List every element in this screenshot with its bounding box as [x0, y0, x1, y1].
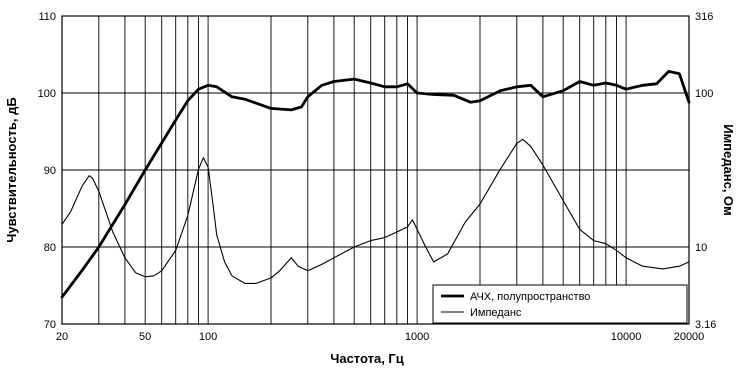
legend: АЧХ, полупространство Импеданс: [432, 284, 688, 324]
y2-axis-title: Импеданс, Ом: [721, 124, 736, 216]
tick-labels: 20 50 100 1000 10000 20000 70 80 90 100 110 3.16 10 1…: [38, 11, 717, 343]
y2-tick-label: 316: [695, 11, 713, 23]
y2-tick-label: 100: [695, 88, 713, 100]
grid-lines: [62, 16, 689, 324]
frequency-response-line: [60, 70, 691, 299]
plot-frame: [61, 15, 690, 325]
x-tick-label: 20: [56, 331, 68, 343]
y2-tick-label: 3.16: [695, 319, 716, 331]
x-tick-label: 50: [139, 331, 151, 343]
x-tick-label: 100: [199, 331, 217, 343]
x-tick-label: 10000: [611, 331, 642, 343]
y2-tick-label: 10: [695, 242, 707, 254]
series-lines: [60, 70, 691, 299]
legend-label-impedance: Импеданс: [470, 307, 522, 319]
y-tick-label: 110: [38, 11, 56, 23]
legend-label-frequency-response: АЧХ, полупространство: [470, 291, 590, 303]
x-tick-label: 20000: [674, 331, 705, 343]
y-tick-label: 70: [44, 319, 56, 331]
y-tick-label: 80: [44, 242, 56, 254]
y-tick-label: 90: [44, 165, 56, 177]
y-axis-title: Чувствительность, дБ: [4, 97, 19, 243]
impedance-line: [61, 138, 690, 284]
x-tick-label: 1000: [405, 331, 429, 343]
y-tick-label: 100: [38, 88, 56, 100]
legend-box: [432, 284, 688, 324]
x-axis-title: Частота, Гц: [330, 351, 404, 366]
